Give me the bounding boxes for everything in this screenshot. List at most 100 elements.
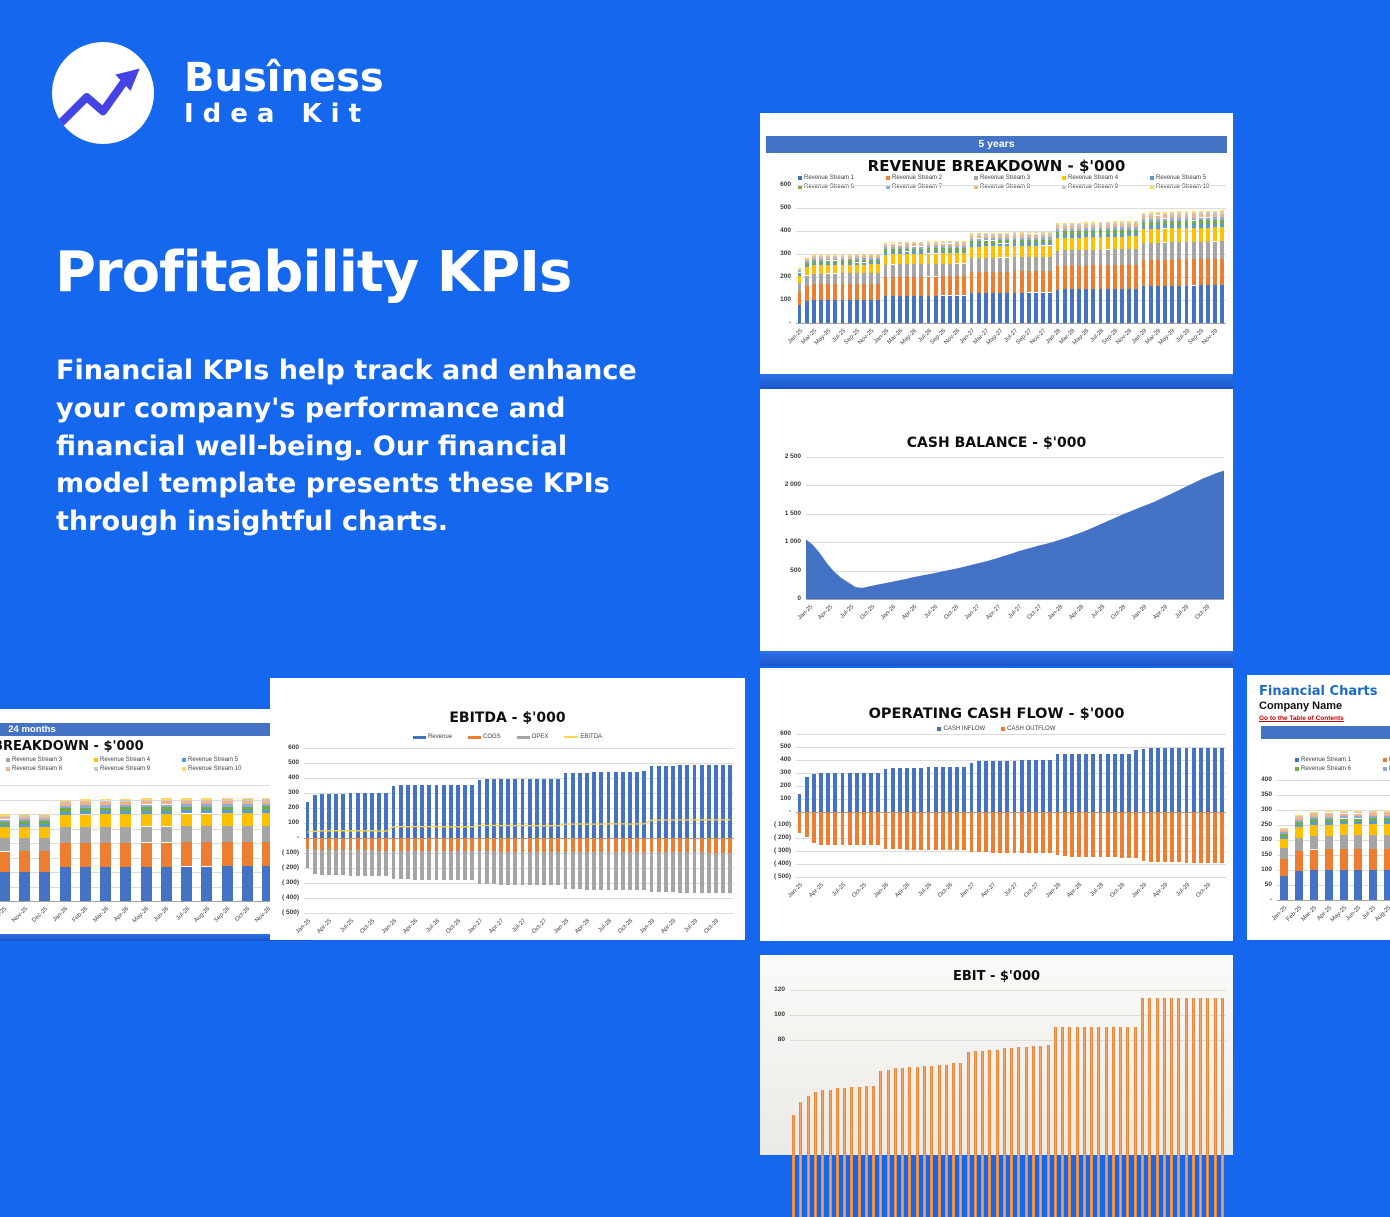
x-tick-label: Jul-25	[840, 604, 856, 620]
bar-segment	[833, 265, 837, 274]
bar-segment	[1280, 859, 1288, 876]
bar-segment	[984, 258, 988, 272]
bar-segment	[955, 251, 959, 254]
bar-segment	[841, 263, 845, 265]
cash-inflow-bar	[977, 761, 981, 812]
footer-strip	[0, 934, 312, 941]
bar-segment	[1034, 246, 1038, 257]
cash-outflow-bar	[1192, 812, 1196, 863]
bar-segment	[100, 811, 111, 814]
ebit-bar	[908, 1067, 911, 1217]
bar-segment	[1310, 817, 1318, 819]
bar-segment	[80, 867, 91, 901]
bar-segment	[905, 243, 909, 244]
x-tick-label: Oct-27	[1027, 604, 1044, 621]
bar-segment	[898, 249, 902, 252]
bar-segment	[1149, 286, 1153, 323]
bar-segment	[1063, 231, 1067, 235]
bar-segment	[1325, 819, 1333, 822]
bar-segment	[1213, 285, 1217, 323]
y-tick-label: ( 500)	[282, 909, 299, 916]
bar-segment	[898, 247, 902, 249]
legend-item: Revenue Stream 6	[1295, 766, 1383, 772]
table-of-contents-link[interactable]: Go to the Table of Contents	[1259, 715, 1344, 722]
bar-segment	[869, 254, 873, 255]
legend-swatch	[1001, 727, 1005, 731]
bar-segment	[1034, 293, 1038, 323]
gridline	[1277, 795, 1390, 796]
bar-segment	[1185, 225, 1189, 228]
bar-segment	[905, 244, 909, 246]
ebit-bar	[865, 1086, 868, 1217]
bar-segment	[948, 276, 952, 295]
cash-inflow-bar	[1034, 760, 1038, 812]
bar-segment	[1163, 214, 1167, 216]
brand-text: Busîness Idea Kit	[184, 57, 384, 129]
legend-swatch	[1062, 176, 1066, 180]
bar-segment	[862, 273, 866, 284]
bar-segment	[941, 248, 945, 251]
bar-segment	[1113, 224, 1117, 227]
gridline	[796, 277, 1226, 278]
legend-swatch	[937, 727, 941, 731]
legend-swatch	[1383, 767, 1387, 771]
bar-segment	[962, 251, 966, 254]
legend-swatch	[517, 736, 530, 739]
bar-segment	[60, 815, 71, 828]
x-tick-label: Jul-29	[1174, 604, 1190, 620]
bar-segment	[1149, 229, 1153, 243]
ebit-bar	[843, 1088, 846, 1217]
y-tick-label: 250	[1261, 821, 1272, 828]
bar-segment	[161, 814, 172, 827]
bar-segment	[1056, 232, 1060, 236]
cash-inflow-bar	[812, 774, 816, 812]
bar-segment	[948, 241, 952, 242]
bar-segment	[1120, 223, 1124, 225]
bar-segment	[927, 254, 931, 264]
footer-strip	[760, 651, 1233, 666]
legend-label: CASH OUTFLOW	[1007, 726, 1055, 732]
bar-segment	[1170, 242, 1174, 259]
bar-segment	[991, 293, 995, 323]
cash-outflow-bar	[1127, 812, 1131, 858]
bar-segment	[1369, 812, 1377, 813]
chart-title-revenue-breakdown-24m: REVENUE BREAKDOWN - $'000	[0, 739, 312, 754]
cash-inflow-bar	[991, 761, 995, 812]
bar-segment	[1063, 235, 1067, 238]
bar-segment	[941, 242, 945, 243]
bar-segment	[1013, 271, 1017, 292]
bar-segment	[862, 254, 866, 255]
y-tick-label: 2 500	[785, 453, 801, 460]
bar-segment	[1185, 211, 1189, 213]
bar-segment	[1127, 227, 1131, 230]
bar-segment	[1369, 811, 1377, 812]
bar-segment	[998, 258, 1002, 272]
bar-segment	[201, 807, 212, 811]
cash-inflow-bar	[1177, 748, 1181, 812]
gridline	[796, 799, 1226, 800]
bar-segment	[1056, 235, 1060, 238]
cash-inflow-bar	[1106, 754, 1110, 812]
bar-segment	[833, 284, 837, 300]
bar-segment	[884, 265, 888, 278]
x-tick-label: Jan-25	[797, 604, 814, 621]
legend-label: Revenue	[428, 734, 452, 740]
x-tick-label: Oct-27	[531, 918, 548, 935]
bar-segment	[0, 827, 10, 838]
ebit-bar	[1148, 998, 1151, 1217]
cash-inflow-bar	[855, 773, 859, 812]
bar-segment	[1149, 226, 1153, 229]
bar-segment	[1220, 224, 1224, 227]
x-tick-label: Apr-26	[402, 918, 419, 935]
brand-name-line2: Idea Kit	[184, 99, 384, 129]
bar-segment	[181, 842, 192, 866]
bar-segment	[1127, 230, 1131, 234]
ebit-bar	[1039, 1046, 1042, 1217]
cash-outflow-bar	[955, 812, 959, 850]
bar-segment	[1369, 821, 1377, 824]
bar-segment	[181, 814, 192, 827]
bar-segment	[819, 274, 823, 285]
